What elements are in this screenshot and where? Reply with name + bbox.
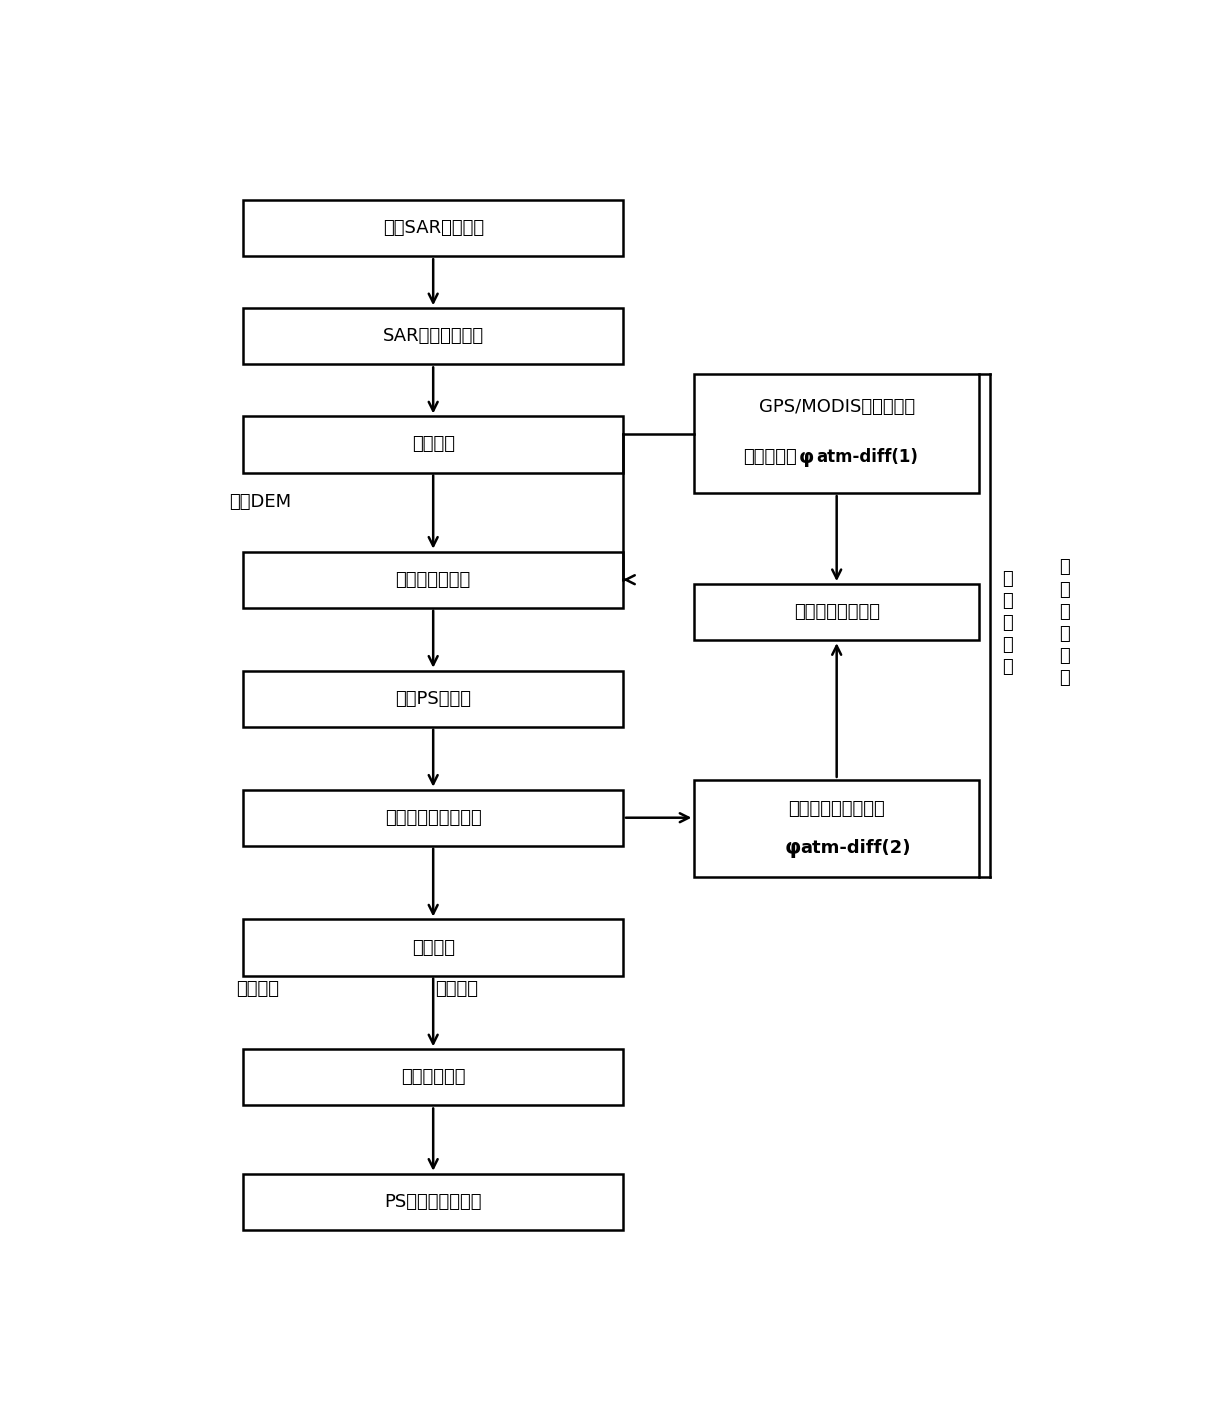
Bar — [244, 670, 624, 726]
Bar — [244, 200, 624, 256]
Bar — [695, 584, 979, 641]
Text: 大气延迟均值模型: 大气延迟均值模型 — [794, 603, 880, 621]
Bar — [244, 1173, 624, 1229]
Bar — [695, 374, 979, 493]
Text: 图像配准: 图像配准 — [412, 436, 454, 454]
Bar — [695, 780, 979, 877]
Text: 外部DEM: 外部DEM — [229, 493, 292, 511]
Text: 分离出人气延迟相位: 分离出人气延迟相位 — [789, 799, 884, 818]
Text: 时序SAR影像数据: 时序SAR影像数据 — [382, 219, 484, 237]
Text: SAR轨道误差去除: SAR轨道误差去除 — [382, 327, 484, 346]
Bar — [244, 919, 624, 975]
Text: φ: φ — [799, 448, 813, 466]
Text: atm-diff(1): atm-diff(1) — [816, 448, 918, 466]
Bar — [244, 416, 624, 472]
Bar — [244, 790, 624, 846]
Text: 坐
标
系
统
转
换: 坐 标 系 统 转 换 — [1060, 558, 1069, 687]
Text: 低通滤波: 低通滤波 — [236, 979, 279, 998]
Text: 均
值
化
处
理: 均 值 化 处 理 — [1002, 569, 1013, 676]
Text: 气延迟相位: 气延迟相位 — [744, 448, 796, 466]
Text: GPS/MODIS解算出的人: GPS/MODIS解算出的人 — [758, 399, 915, 416]
Text: 高通滤波: 高通滤波 — [435, 979, 479, 998]
Text: atm-diff(2): atm-diff(2) — [801, 839, 911, 857]
Text: 相位解缠: 相位解缠 — [412, 939, 454, 957]
Bar — [244, 308, 624, 364]
Text: 残余相位评估: 残余相位评估 — [401, 1068, 466, 1086]
Text: 相干PS点选取: 相干PS点选取 — [396, 690, 472, 708]
Text: 非相关误差组分去除: 非相关误差组分去除 — [385, 809, 481, 826]
Bar — [244, 552, 624, 608]
Bar — [244, 1050, 624, 1106]
Text: φ: φ — [784, 837, 801, 858]
Text: 生成差分干涉图: 生成差分干涉图 — [396, 570, 470, 589]
Text: PS点形变信息提取: PS点形变信息提取 — [385, 1193, 481, 1211]
